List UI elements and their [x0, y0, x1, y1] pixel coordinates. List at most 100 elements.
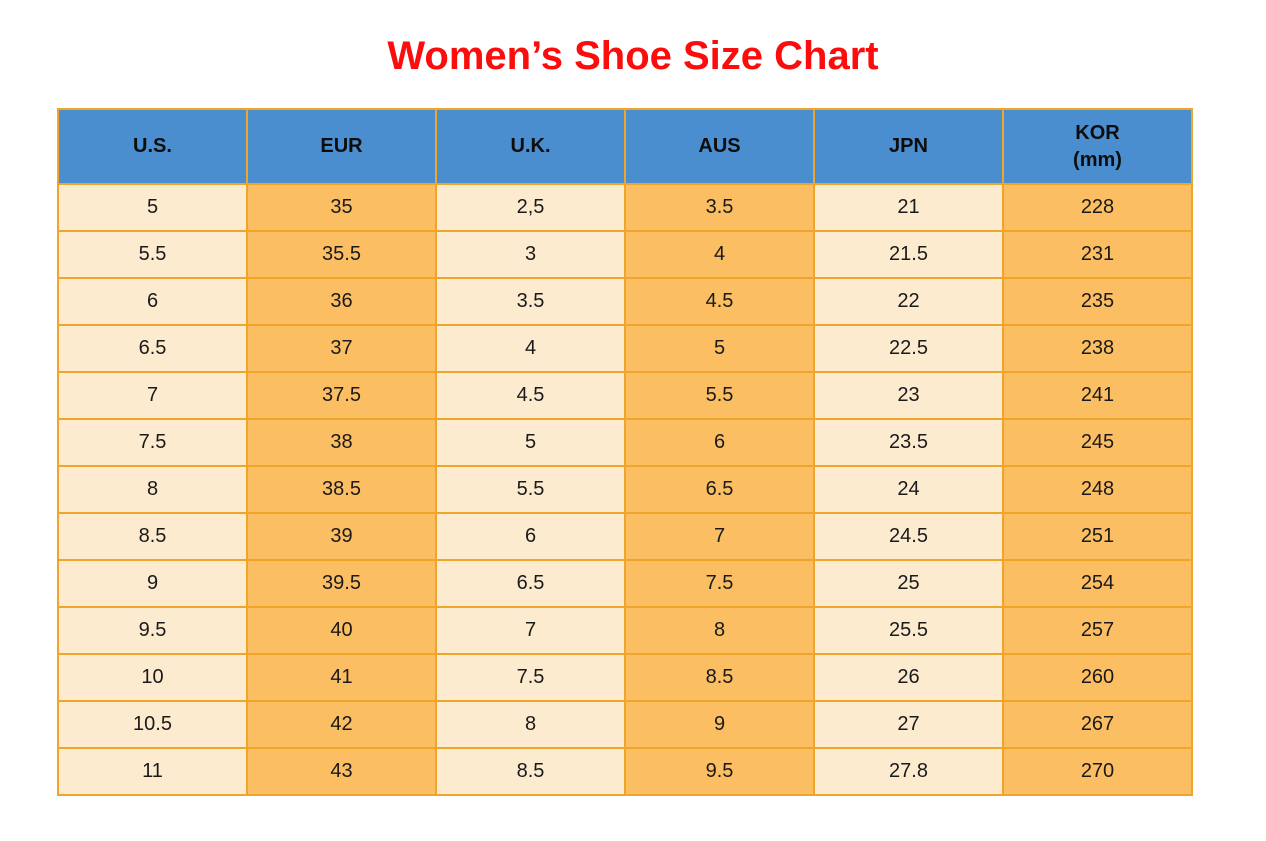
table-cell: 23	[813, 371, 1004, 420]
table-cell: 25	[813, 559, 1004, 608]
table-row: 11 43 8.5 9.5 27.8 270	[57, 747, 1193, 796]
table-cell: 39	[246, 512, 437, 561]
table-cell: 248	[1002, 465, 1193, 514]
table-cell: 3.5	[624, 183, 815, 232]
table-cell: 38	[246, 418, 437, 467]
table-cell: 9	[57, 559, 248, 608]
table-cell: 231	[1002, 230, 1193, 279]
table-cell: 5	[624, 324, 815, 373]
table-cell: 257	[1002, 606, 1193, 655]
table-row: 10 41 7.5 8.5 26 260	[57, 653, 1193, 702]
table-row: 7.5 38 5 6 23.5 245	[57, 418, 1193, 467]
table-cell: 267	[1002, 700, 1193, 749]
table-cell: 39.5	[246, 559, 437, 608]
table-cell: 270	[1002, 747, 1193, 796]
table-body: 5 35 2,5 3.5 21 228 5.5 35.5 3 4 21.5 231 6 36 3.5 4.5 2…	[57, 183, 1193, 796]
table-cell: 40	[246, 606, 437, 655]
table-header: U.S. EUR U.K. AUS JPN KOR (mm)	[57, 108, 1193, 185]
table-row: 6 36 3.5 4.5 22 235	[57, 277, 1193, 326]
table-cell: 9	[624, 700, 815, 749]
table-cell: 251	[1002, 512, 1193, 561]
table-cell: 4.5	[624, 277, 815, 326]
table-row: 5 35 2,5 3.5 21 228	[57, 183, 1193, 232]
column-header-u-s: U.S.	[57, 108, 248, 185]
table-cell: 6	[435, 512, 626, 561]
table-cell: 3.5	[435, 277, 626, 326]
table-cell: 4	[435, 324, 626, 373]
table-row: 6.5 37 4 5 22.5 238	[57, 324, 1193, 373]
table-cell: 7.5	[624, 559, 815, 608]
table-cell: 8.5	[435, 747, 626, 796]
column-header-text: EUR	[320, 135, 363, 157]
table-cell: 8	[57, 465, 248, 514]
table-cell: 27	[813, 700, 1004, 749]
table-row: 9 39.5 6.5 7.5 25 254	[57, 559, 1193, 608]
table-cell: 6.5	[624, 465, 815, 514]
table-cell: 235	[1002, 277, 1193, 326]
table-cell: 7.5	[435, 653, 626, 702]
table-cell: 260	[1002, 653, 1193, 702]
column-header-jpn: JPN	[813, 108, 1004, 185]
column-header-text: AUS	[698, 135, 741, 157]
table-cell: 8.5	[57, 512, 248, 561]
table-cell: 254	[1002, 559, 1193, 608]
table-cell: 35.5	[246, 230, 437, 279]
table-cell: 228	[1002, 183, 1193, 232]
table-cell: 26	[813, 653, 1004, 702]
table-cell: 9.5	[57, 606, 248, 655]
table-row: 8 38.5 5.5 6.5 24 248	[57, 465, 1193, 514]
table-cell: 5.5	[435, 465, 626, 514]
table-cell: 37	[246, 324, 437, 373]
table-cell: 6.5	[435, 559, 626, 608]
table-cell: 23.5	[813, 418, 1004, 467]
shoe-size-table: U.S. EUR U.K. AUS JPN KOR (mm) 5 35 2,5 3.5 21 228 5…	[57, 108, 1193, 796]
table-cell: 36	[246, 277, 437, 326]
column-header-u-k: U.K.	[435, 108, 626, 185]
table-cell: 245	[1002, 418, 1193, 467]
table-cell: 38.5	[246, 465, 437, 514]
table-row: 9.5 40 7 8 25.5 257	[57, 606, 1193, 655]
table-cell: 8	[624, 606, 815, 655]
table-row: 5.5 35.5 3 4 21.5 231	[57, 230, 1193, 279]
table-cell: 4	[624, 230, 815, 279]
table-cell: 41	[246, 653, 437, 702]
table-cell: 6	[624, 418, 815, 467]
table-row: 8.5 39 6 7 24.5 251	[57, 512, 1193, 561]
column-header-text: U.S.	[133, 135, 172, 157]
table-cell: 4.5	[435, 371, 626, 420]
table-cell: 2,5	[435, 183, 626, 232]
table-cell: 37.5	[246, 371, 437, 420]
column-header-aus: AUS	[624, 108, 815, 185]
table-cell: 42	[246, 700, 437, 749]
table-cell: 35	[246, 183, 437, 232]
table-cell: 7.5	[57, 418, 248, 467]
column-header-text: (mm)	[1073, 148, 1122, 171]
table-cell: 43	[246, 747, 437, 796]
table-header-row: U.S. EUR U.K. AUS JPN KOR (mm)	[57, 108, 1193, 185]
column-header-kor-mm: KOR (mm)	[1002, 108, 1193, 185]
table-cell: 8	[435, 700, 626, 749]
table-cell: 7	[624, 512, 815, 561]
column-header-text: KOR	[1075, 121, 1120, 144]
table-cell: 25.5	[813, 606, 1004, 655]
table-cell: 27.8	[813, 747, 1004, 796]
table-cell: 10	[57, 653, 248, 702]
table-cell: 8.5	[624, 653, 815, 702]
table-cell: 21	[813, 183, 1004, 232]
table-cell: 21.5	[813, 230, 1004, 279]
column-header-text: JPN	[889, 135, 928, 157]
table-cell: 7	[435, 606, 626, 655]
table-row: 7 37.5 4.5 5.5 23 241	[57, 371, 1193, 420]
table-cell: 5	[435, 418, 626, 467]
table-cell: 238	[1002, 324, 1193, 373]
table-cell: 24.5	[813, 512, 1004, 561]
table-cell: 3	[435, 230, 626, 279]
table-cell: 22.5	[813, 324, 1004, 373]
table-cell: 24	[813, 465, 1004, 514]
column-header-eur: EUR	[246, 108, 437, 185]
page-title: Women’s Shoe Size Chart	[387, 34, 879, 78]
table-cell: 5.5	[57, 230, 248, 279]
table-cell: 11	[57, 747, 248, 796]
column-header-text: U.K.	[510, 135, 551, 157]
